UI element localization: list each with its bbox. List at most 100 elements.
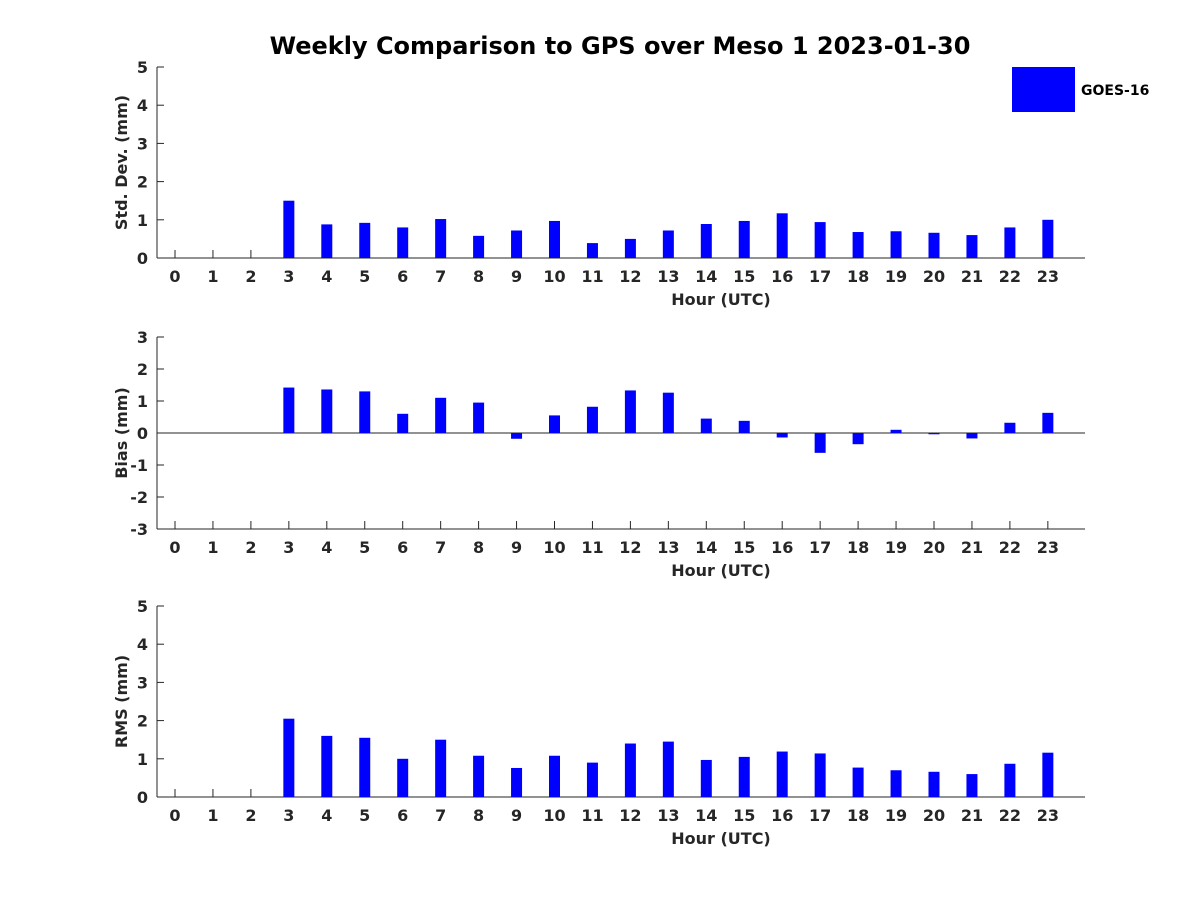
x-tick-label: 17 [809, 806, 831, 825]
y-tick-label: 4 [137, 635, 148, 654]
legend-label-goes-16: GOES-16 [1081, 83, 1149, 99]
x-tick-label: 6 [397, 806, 408, 825]
bar [511, 230, 523, 258]
x-tick-label: 1 [207, 267, 218, 286]
y-tick-label: 3 [137, 673, 148, 692]
x-tick-label: 18 [847, 806, 869, 825]
bar [776, 751, 788, 797]
x-tick-label: 19 [885, 267, 907, 286]
x-tick-label: 9 [511, 538, 522, 557]
x-tick-label: 3 [283, 806, 294, 825]
bar [511, 767, 523, 797]
y-tick-label: 2 [137, 173, 148, 192]
x-tick-label: 10 [543, 806, 565, 825]
y-tick-label: -3 [130, 520, 148, 539]
bar [928, 771, 940, 797]
bar [283, 718, 295, 797]
x-tick-label: 9 [511, 806, 522, 825]
x-tick-label: 7 [435, 806, 446, 825]
bar [586, 762, 598, 797]
bar [321, 735, 333, 797]
x-tick-label: 10 [543, 267, 565, 286]
x-tick-label: 8 [473, 267, 484, 286]
bar [966, 235, 978, 258]
y-tick-label: 2 [137, 360, 148, 379]
x-tick-label: 16 [771, 538, 793, 557]
bar [549, 415, 560, 433]
legend: GOES-16 [1012, 67, 1149, 112]
y-tick-label: 5 [137, 58, 148, 77]
x-tick-label: 16 [771, 267, 793, 286]
bar [397, 227, 409, 258]
chart-title: Weekly Comparison to GPS over Meso 1 202… [270, 32, 971, 60]
bar [624, 238, 636, 258]
x-tick-label: 8 [473, 806, 484, 825]
bar [473, 402, 485, 433]
bar [435, 739, 447, 797]
x-tick-label: 23 [1037, 806, 1059, 825]
x-tick-label: 17 [809, 538, 831, 557]
x-tick-label: 11 [581, 538, 603, 557]
x-tick-label: 16 [771, 806, 793, 825]
bar [586, 243, 598, 258]
x-tick-label: 12 [619, 806, 641, 825]
x-tick-label: 5 [359, 806, 370, 825]
x-tick-label: 6 [397, 538, 408, 557]
x-tick-label: 7 [435, 538, 446, 557]
bar [473, 235, 485, 258]
x-tick-label: 0 [169, 267, 180, 286]
x-tick-label: 15 [733, 806, 755, 825]
y-tick-label: 0 [137, 424, 148, 443]
x-tick-label: 2 [245, 806, 256, 825]
x-tick-label: 3 [283, 538, 294, 557]
bar [435, 219, 447, 258]
bar [473, 755, 485, 797]
bar [700, 759, 712, 797]
x-tick-label: 22 [999, 538, 1021, 557]
x-tick-label: 2 [245, 267, 256, 286]
x-axis-label: Hour (UTC) [671, 290, 771, 309]
x-tick-label: 8 [473, 538, 484, 557]
y-tick-label: 5 [137, 597, 148, 616]
y-axis-label: Bias (mm) [112, 387, 131, 479]
x-tick-label: 12 [619, 538, 641, 557]
bar [549, 755, 560, 797]
bar [1004, 227, 1016, 258]
x-axis-label: Hour (UTC) [671, 829, 771, 848]
x-tick-label: 1 [207, 806, 218, 825]
bar [738, 420, 750, 433]
bar [321, 389, 333, 433]
bar [662, 392, 674, 433]
x-tick-label: 3 [283, 267, 294, 286]
x-tick-label: 19 [885, 806, 907, 825]
x-tick-label: 7 [435, 267, 446, 286]
x-tick-label: 18 [847, 538, 869, 557]
bar [814, 753, 826, 797]
x-tick-label: 21 [961, 806, 983, 825]
bar [700, 224, 712, 258]
x-tick-label: 19 [885, 538, 907, 557]
x-tick-label: 14 [695, 538, 717, 557]
x-tick-label: 5 [359, 267, 370, 286]
bar [359, 391, 371, 433]
bar [738, 756, 750, 797]
bar [928, 433, 940, 435]
y-tick-label: 0 [137, 788, 148, 807]
bar [890, 770, 902, 797]
x-tick-label: 11 [581, 806, 603, 825]
x-tick-label: 4 [321, 806, 332, 825]
x-tick-label: 11 [581, 267, 603, 286]
bar [738, 220, 750, 258]
legend-swatch-goes-16 [1012, 67, 1075, 112]
y-tick-label: -2 [130, 488, 148, 507]
y-tick-label: 1 [137, 211, 148, 230]
bar [586, 406, 598, 433]
x-tick-label: 14 [695, 806, 717, 825]
bar [852, 433, 864, 445]
y-axis-label: RMS (mm) [112, 655, 131, 748]
